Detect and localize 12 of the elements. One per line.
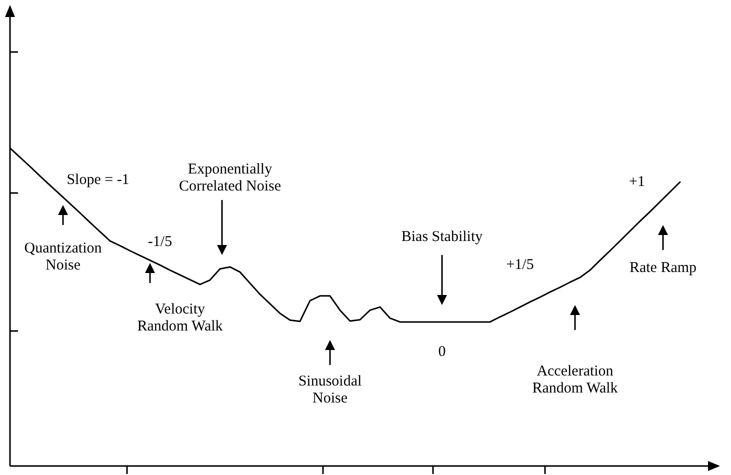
annotation: +1 — [629, 174, 645, 190]
annotation: Acceleration Random Walk — [532, 363, 618, 396]
annotation: Slope = -1 — [66, 172, 130, 188]
annotation: -1/5 — [148, 234, 172, 250]
annotation: +1/5 — [506, 256, 534, 273]
annotation: Rate Ramp — [629, 260, 697, 276]
annotation: Quantization Noise — [24, 240, 102, 274]
annotation: 0 — [438, 344, 446, 360]
annotation: Sinusoidal Noise — [298, 373, 362, 406]
annotation: Bias Stability — [401, 228, 484, 245]
annotation: Velocity Random Walk — [137, 301, 224, 334]
annotation: Exponentially Correlated Noise — [178, 161, 282, 194]
